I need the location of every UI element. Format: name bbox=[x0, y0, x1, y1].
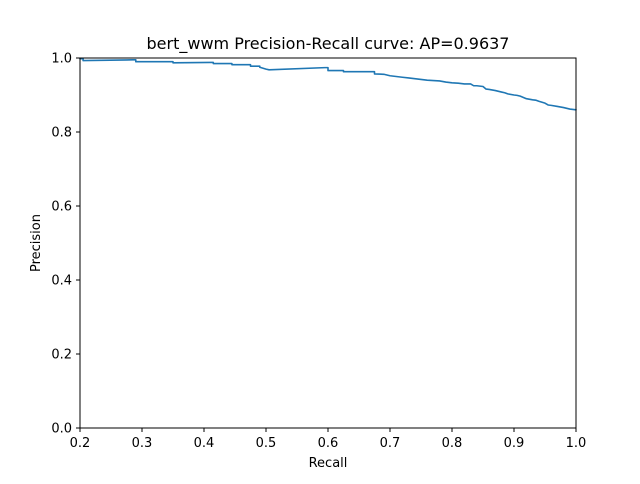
y-axis-ticks: 0.0 0.2 0.4 0.6 0.8 1.0 bbox=[51, 52, 80, 437]
y-tick-label: 0.6 bbox=[51, 200, 72, 215]
series-line-0 bbox=[79, 57, 577, 111]
x-tick-label: 0.4 bbox=[194, 436, 215, 451]
y-tick-label: 1.0 bbox=[51, 52, 72, 67]
y-axis-label: Precision bbox=[29, 214, 44, 272]
x-axis-ticks: 0.2 0.3 0.4 0.5 0.6 0.7 0.8 0.9 1.0 bbox=[70, 428, 587, 451]
y-tick-label: 0.8 bbox=[51, 126, 72, 141]
x-tick-label: 1.0 bbox=[566, 436, 587, 451]
x-tick-label: 0.8 bbox=[442, 436, 463, 451]
plot-area bbox=[79, 57, 577, 111]
x-tick-label: 0.3 bbox=[132, 436, 153, 451]
x-axis-label: Recall bbox=[309, 456, 348, 471]
y-tick-label: 0.4 bbox=[51, 274, 72, 289]
x-tick-label: 0.5 bbox=[256, 436, 277, 451]
x-tick-label: 0.9 bbox=[504, 436, 525, 451]
chart-title: bert_wwm Precision-Recall curve: AP=0.96… bbox=[147, 34, 510, 54]
y-tick-label: 0.2 bbox=[51, 348, 72, 363]
y-tick-label: 0.0 bbox=[51, 422, 72, 437]
axes-frame bbox=[79, 57, 577, 429]
x-tick-label: 0.6 bbox=[318, 436, 339, 451]
x-tick-label: 0.7 bbox=[380, 436, 401, 451]
x-tick-label: 0.2 bbox=[70, 436, 91, 451]
